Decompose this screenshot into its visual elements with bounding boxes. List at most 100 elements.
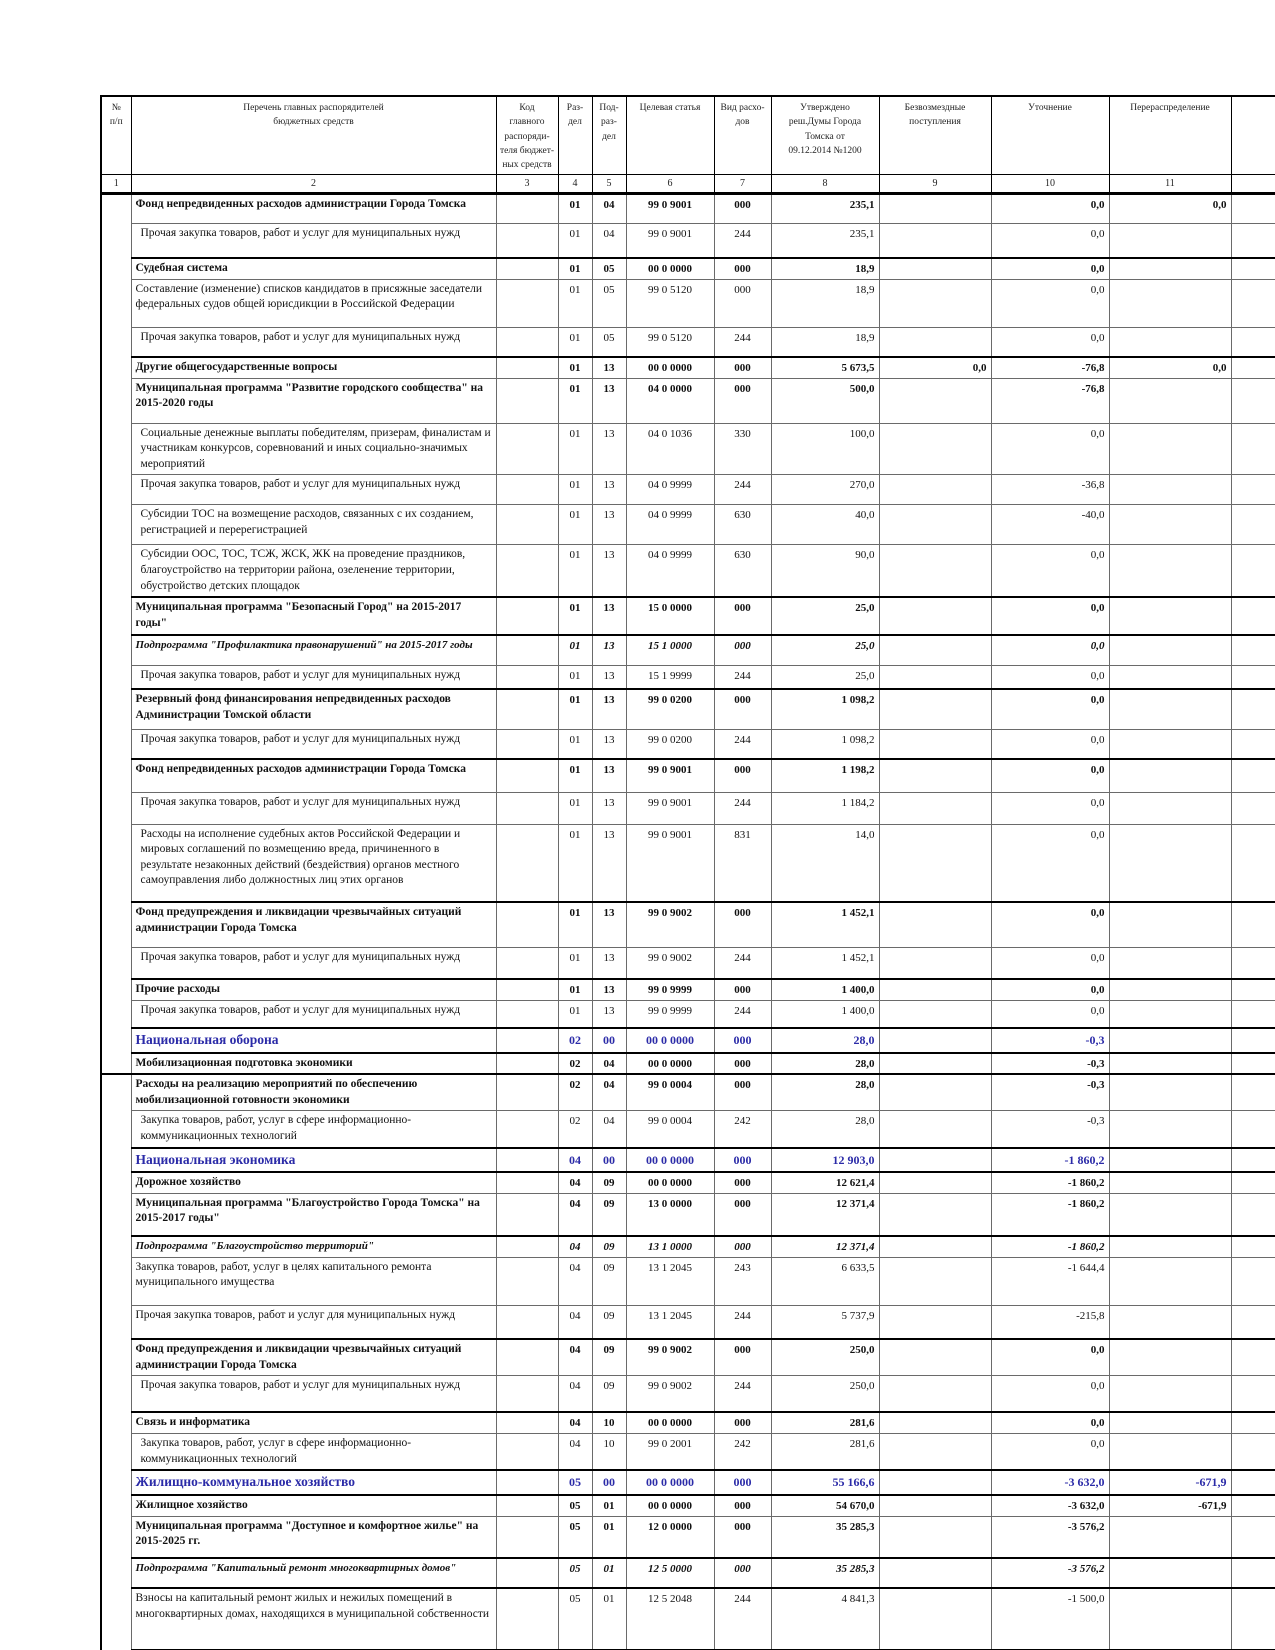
cell-cutoff: [1230, 544, 1275, 598]
cell-refinement: -36,8: [990, 474, 1110, 506]
cell-approved: 25,0: [770, 634, 880, 666]
cell-grbs-code: [495, 688, 559, 730]
cell-gratuitous: [878, 278, 992, 328]
table-row: Муниципальная программа "Развитие городс…: [100, 377, 1275, 424]
cell-razdel: 04: [557, 1304, 593, 1340]
cell-gratuitous: [878, 192, 992, 225]
cell-gratuitous: [878, 634, 992, 666]
cell-expense-type: 244: [713, 999, 772, 1029]
cell-gratuitous: [878, 1375, 992, 1413]
cell-approved: 1 452,1: [770, 946, 880, 980]
cell-podrazdel: 04: [591, 1051, 627, 1075]
cell-target-article: 00 0 0000: [625, 1146, 715, 1173]
cell-expense-type: 000: [713, 1557, 772, 1589]
cell-podrazdel: 04: [591, 223, 627, 259]
cell-approved: 1 400,0: [770, 978, 880, 1001]
cell-redistribution: [1108, 1110, 1232, 1148]
cell-approved: 235,1: [770, 223, 880, 259]
cell-target-article: 99 0 2001: [625, 1433, 715, 1471]
cell-target-article: 13 1 2045: [625, 1304, 715, 1340]
cell-redistribution: [1108, 688, 1232, 730]
cell-approved: 235,1: [770, 192, 880, 225]
cell-refinement: -3 576,2: [990, 1557, 1110, 1589]
cell-target-article: 04 0 0000: [625, 377, 715, 424]
cell-redistribution: [1108, 1235, 1232, 1258]
cell-expense-type: 000: [713, 1073, 772, 1112]
cell-row-number: [100, 1193, 132, 1237]
cell-expense-type: 000: [713, 1469, 772, 1496]
cell-razdel: 01: [557, 946, 593, 980]
cell-gratuitous: [878, 1110, 992, 1148]
cell-gratuitous: [878, 791, 992, 825]
cell-grbs-code: [495, 192, 559, 225]
cell-name: Мобилизационная подготовка экономики: [130, 1051, 497, 1075]
cell-refinement: 0,0: [990, 901, 1110, 948]
cell-row-number: [100, 544, 132, 598]
cell-redistribution: [1108, 946, 1232, 980]
cell-row-number: [100, 597, 132, 636]
cell-refinement: 0,0: [990, 978, 1110, 1001]
cell-redistribution: [1108, 978, 1232, 1001]
cell-target-article: 99 0 9999: [625, 978, 715, 1001]
cell-row-number: [100, 378, 132, 424]
cell-expense-type: 000: [713, 1170, 772, 1194]
column-header-5: Под- раз- дел: [591, 95, 627, 176]
cell-expense-type: 000: [713, 356, 772, 379]
cell-name: Закупка товаров, работ, услуг в целях ка…: [130, 1256, 497, 1306]
cell-cutoff: [1230, 1110, 1275, 1148]
cell-grbs-code: [495, 1433, 559, 1471]
cell-row-number: [100, 1588, 132, 1650]
cell-approved: 54 670,0: [770, 1493, 880, 1517]
cell-name: Национальная оборона: [130, 1027, 497, 1054]
cell-gratuitous: [878, 1587, 992, 1650]
cell-podrazdel: 01: [591, 1515, 627, 1559]
table-row: Дорожное хозяйство 04 09 00 0 0000 000 12 621…: [100, 1170, 1275, 1194]
cell-razdel: 01: [557, 758, 593, 793]
cell-podrazdel: 09: [591, 1304, 627, 1340]
cell-cutoff: [1230, 978, 1275, 1001]
cell-target-article: 00 0 0000: [625, 1469, 715, 1496]
cell-podrazdel: 01: [591, 1587, 627, 1650]
cell-gratuitous: [878, 377, 992, 424]
cell-cutoff: [1230, 596, 1275, 636]
cell-grbs-code: [495, 728, 559, 760]
cell-row-number: [100, 1000, 132, 1029]
cell-refinement: 0,0: [990, 688, 1110, 730]
cell-target-article: 12 5 0000: [625, 1557, 715, 1589]
cell-podrazdel: 01: [591, 1493, 627, 1517]
cell-cutoff: [1230, 278, 1275, 328]
cell-podrazdel: 10: [591, 1410, 627, 1435]
cell-target-article: 99 0 9999: [625, 999, 715, 1029]
cell-target-article: 13 1 0000: [625, 1235, 715, 1258]
cell-cutoff: [1230, 1375, 1275, 1413]
cell-podrazdel: 13: [591, 688, 627, 730]
cell-redistribution: [1108, 901, 1232, 948]
cell-target-article: 00 0 0000: [625, 1051, 715, 1075]
cell-gratuitous: [878, 256, 992, 280]
cell-refinement: -0,3: [990, 1110, 1110, 1148]
cell-grbs-code: [495, 1587, 559, 1650]
cell-expense-type: 244: [713, 474, 772, 506]
cell-podrazdel: 09: [591, 1338, 627, 1377]
cell-target-article: 12 5 2048: [625, 1587, 715, 1650]
table-row: Связь и информатика 04 10 00 0 0000 000 281,6…: [100, 1410, 1275, 1435]
cell-expense-type: 000: [713, 978, 772, 1001]
cell-expense-type: 000: [713, 1338, 772, 1377]
column-number-3: 3: [495, 174, 559, 196]
cell-approved: 12 621,4: [770, 1170, 880, 1194]
cell-target-article: 13 0 0000: [625, 1192, 715, 1237]
cell-podrazdel: 04: [591, 192, 627, 225]
cell-cutoff: [1230, 1469, 1275, 1496]
cell-row-number: [100, 1073, 132, 1111]
cell-name: Жилищно-коммунальное хозяйство: [130, 1469, 497, 1496]
cell-cutoff: [1230, 1170, 1275, 1194]
cell-approved: 28,0: [770, 1110, 880, 1148]
cell-name: Расходы на исполнение судебных актов Рос…: [130, 823, 497, 903]
cell-approved: 25,0: [770, 664, 880, 690]
column-header-10: Уточнение: [990, 95, 1110, 176]
cell-refinement: -1 860,2: [990, 1235, 1110, 1258]
cell-razdel: 05: [557, 1557, 593, 1589]
cell-expense-type: 000: [713, 596, 772, 636]
cell-redistribution: [1108, 1146, 1232, 1173]
cell-cutoff: [1230, 192, 1275, 225]
